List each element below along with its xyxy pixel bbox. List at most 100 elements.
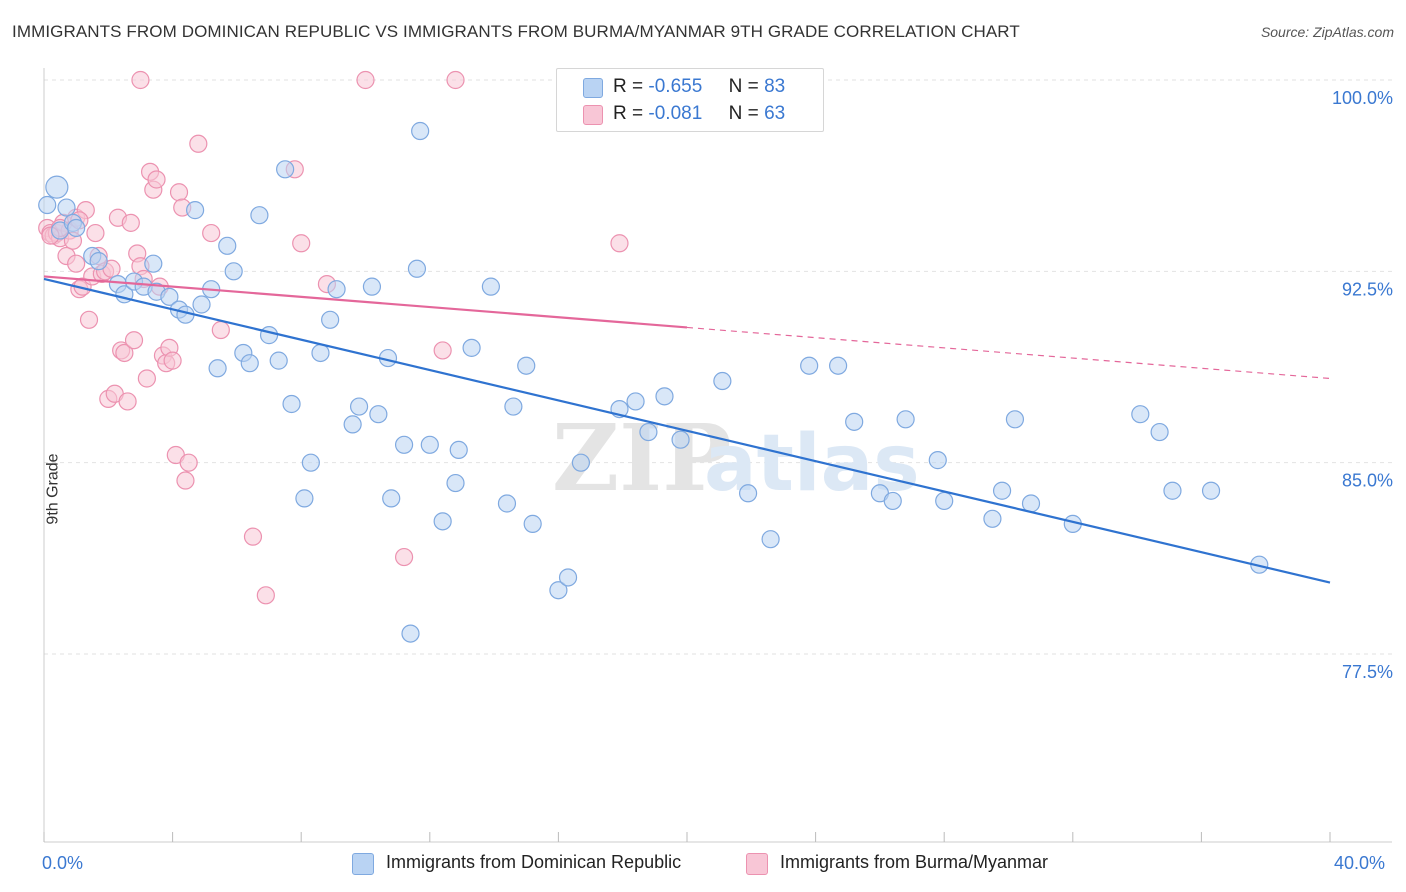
dominican-point <box>992 481 1012 500</box>
y-tick-label: 100.0% <box>1332 88 1393 108</box>
dominican-point <box>343 415 362 434</box>
dominican-point <box>1163 481 1182 500</box>
x-tick-label-min: 0.0% <box>42 853 84 873</box>
burma-point <box>243 527 263 546</box>
dominican-point <box>481 277 500 296</box>
dominican-point <box>1021 494 1041 513</box>
dominican-point <box>394 435 414 454</box>
dominican-point <box>571 453 591 472</box>
dominican-point <box>192 295 211 314</box>
burma-point <box>169 183 189 202</box>
dominican-point <box>449 440 468 460</box>
legend-r-label: R = <box>613 76 644 97</box>
dominican-point <box>301 453 320 472</box>
dominican-point <box>1201 481 1221 500</box>
y-tick-label: 85.0% <box>1342 471 1393 491</box>
dominican-point <box>462 338 481 357</box>
trend-line-burma <box>43 275 688 329</box>
dominican-point <box>558 568 578 587</box>
burma-point <box>131 70 150 90</box>
source-label: Source: ZipAtlas.com <box>1260 24 1394 40</box>
legend-swatch-dominican <box>583 78 603 98</box>
burma-point <box>433 341 452 360</box>
dominican-point <box>761 530 780 549</box>
legend-n-value-dominican: 83 <box>764 76 786 97</box>
dominican-point <box>259 326 279 345</box>
dominican-point <box>497 494 517 513</box>
dominican-point <box>1005 410 1025 429</box>
burma-point <box>356 70 375 90</box>
dominican-point <box>38 195 57 215</box>
burma-point <box>147 170 166 189</box>
dominican-point <box>295 489 314 508</box>
burma-point <box>176 471 195 490</box>
burma-point <box>610 234 629 253</box>
bottom-legend-swatch-dominican <box>352 853 374 875</box>
burma-point <box>256 586 275 605</box>
dominican-point <box>883 491 902 511</box>
dominican-point <box>411 121 430 141</box>
dominican-point <box>160 287 179 306</box>
burma-point <box>86 223 105 243</box>
burma-point <box>118 392 137 411</box>
burma-point <box>137 369 156 388</box>
dominican-point <box>311 343 330 363</box>
dominican-point <box>845 412 864 431</box>
bottom-legend-label-dominican: Immigrants from Dominican Republic <box>386 852 682 872</box>
dominican-point <box>369 405 388 424</box>
bottom-legend-swatch-burma <box>746 853 768 875</box>
dominican-point <box>67 218 86 238</box>
dominican-point <box>327 280 346 299</box>
dominican-point <box>224 262 243 281</box>
dominican-point <box>713 371 732 391</box>
chart-title: IMMIGRANTS FROM DOMINICAN REPUBLIC VS IM… <box>12 22 1020 41</box>
legend-n-label: N = <box>728 76 759 97</box>
legend-r-value-burma: -0.081 <box>648 103 703 124</box>
legend-r-value-dominican: -0.655 <box>648 76 703 97</box>
y-tick-label: 92.5% <box>1342 279 1393 299</box>
dominican-point <box>517 356 536 375</box>
trend-lines <box>43 275 1331 584</box>
dominican-point <box>349 397 369 416</box>
dominican-point <box>401 624 420 643</box>
dominican-point <box>269 351 288 370</box>
burma-point <box>211 320 230 340</box>
dominican-point <box>639 422 658 442</box>
dominican-point <box>896 410 915 429</box>
burma-point <box>121 213 140 232</box>
y-axis-title: 9th Grade <box>44 453 62 525</box>
dominican-point <box>276 160 295 179</box>
burma-point <box>292 234 311 253</box>
dominican-point <box>57 198 76 217</box>
trend-line-dominican <box>43 277 1331 584</box>
dominican-point <box>626 392 645 411</box>
dominican-point <box>240 354 259 373</box>
burma-point <box>67 254 86 273</box>
dominican-point <box>935 491 954 511</box>
legend-n-value-burma: 63 <box>764 103 786 124</box>
burma-point <box>446 70 465 90</box>
dominican-point <box>382 489 401 508</box>
burma-point <box>202 223 221 243</box>
burma-point <box>163 351 182 370</box>
dominican-point <box>671 430 690 449</box>
bottom-legend-label-burma: Immigrants from Burma/Myanmar <box>780 852 1049 872</box>
dominican-point <box>523 514 542 533</box>
legend-swatch-burma <box>583 105 603 125</box>
dominican-point <box>983 509 1002 528</box>
dominican-point <box>928 451 947 470</box>
dominican-point <box>208 359 227 378</box>
burma-point <box>79 310 99 329</box>
correlation-legend: R = -0.655 N = 83 R = -0.081 N = 63 <box>556 68 824 132</box>
dominican-point <box>420 435 439 454</box>
dominican-point <box>250 206 269 225</box>
dominican-point <box>186 201 205 220</box>
dominican-point <box>446 473 465 493</box>
series-dominican-points <box>38 121 1269 643</box>
x-tick-label-max: 40.0% <box>1334 853 1386 873</box>
dominican-point <box>282 394 301 414</box>
watermark: ZIP atlas <box>552 404 920 512</box>
y-tick-labels: 77.5% 85.0% 92.5% 100.0% <box>1332 88 1393 682</box>
dominican-point <box>407 259 427 278</box>
